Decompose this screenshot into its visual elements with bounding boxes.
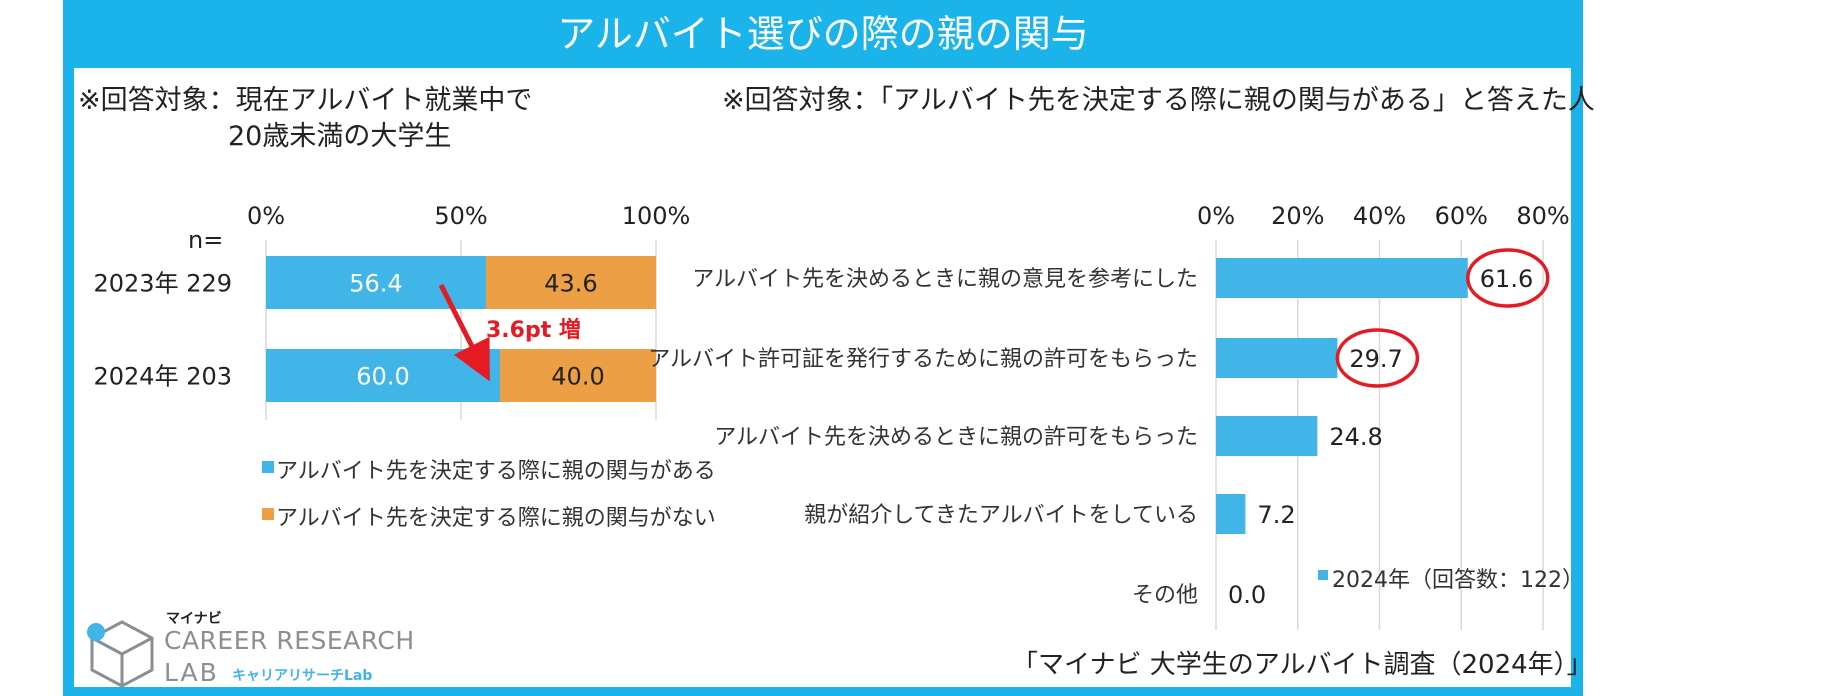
data-label: 24.8 xyxy=(1329,423,1382,451)
right-tick-label: 20% xyxy=(1271,202,1324,230)
legend-swatch-not-involved xyxy=(262,508,274,520)
bar-2024 xyxy=(1216,338,1338,378)
right-category-label: その他 xyxy=(1132,583,1198,608)
data-label: 60.0 xyxy=(356,363,409,391)
left-note-line1: ※回答対象：現在アルバイト就業中で xyxy=(78,85,533,116)
logo: マイナビ CAREER RESEARCH LAB キャリアリサーチLab xyxy=(82,608,415,688)
data-label: 61.6 xyxy=(1480,265,1533,293)
legend-swatch-involved xyxy=(262,461,274,473)
right-category-label: 親が紹介してきたアルバイトをしている xyxy=(804,503,1198,528)
increase-arrow xyxy=(438,283,490,382)
cube-icon xyxy=(87,620,154,688)
data-label: 56.4 xyxy=(349,270,402,298)
logo-line2: LAB xyxy=(164,658,219,687)
data-label: 0.0 xyxy=(1228,581,1266,609)
bar-not-involved xyxy=(500,349,656,402)
page-title: アルバイト選びの際の親の関与 xyxy=(557,12,1089,56)
left-tick-label: 0% xyxy=(247,202,285,230)
bar-2024 xyxy=(1216,258,1468,298)
left-category-label: 2023年 229 xyxy=(93,270,232,298)
logo-sub: キャリアリサーチLab xyxy=(232,668,373,684)
legend-label-2024: 2024年（回答数：122） xyxy=(1332,568,1584,593)
data-label: 29.7 xyxy=(1349,345,1402,373)
n-label: n= xyxy=(188,226,224,254)
right-category-label: アルバイト先を決めるときに親の許可をもらった xyxy=(714,425,1198,450)
right-category-label: アルバイト先を決めるときに親の意見を参考にした xyxy=(692,267,1198,292)
legend-label-not-involved: アルバイト先を決定する際に親の関与がない xyxy=(276,506,716,531)
legend-label-involved: アルバイト先を決定する際に親の関与がある xyxy=(276,459,716,484)
logo-line1: CAREER RESEARCH xyxy=(164,626,415,655)
highlight-circle xyxy=(1466,248,1550,308)
bar-2024 xyxy=(1216,494,1246,534)
right-tick-label: 40% xyxy=(1353,202,1406,230)
right-tick-label: 80% xyxy=(1516,202,1569,230)
left-note-line2: 20歳未満の大学生 xyxy=(228,121,452,152)
left-category-label: 2024年 203 xyxy=(93,363,232,391)
bar-not-involved xyxy=(485,256,656,309)
logo-brand: マイナビ xyxy=(166,611,222,627)
bar-2024 xyxy=(1216,416,1318,456)
right-note: ※回答対象：「アルバイト先を決定する際に親の関与がある」と答えた人 xyxy=(722,85,1595,116)
right-category-label: アルバイト許可証を発行するために親の許可をもらった xyxy=(648,347,1198,372)
data-label: 43.6 xyxy=(544,270,597,298)
left-tick-label: 100% xyxy=(622,202,691,230)
right-tick-label: 0% xyxy=(1197,202,1235,230)
source-citation: 「マイナビ 大学生のアルバイト調査（2024年）」 xyxy=(1012,650,1593,680)
highlight-circle xyxy=(1335,328,1420,388)
left-tick-label: 50% xyxy=(434,202,487,230)
right-tick-label: 60% xyxy=(1435,202,1488,230)
increase-annotation: 3.6pt 増 xyxy=(486,317,581,343)
legend-swatch-2024 xyxy=(1318,570,1328,580)
data-label: 7.2 xyxy=(1257,501,1295,529)
data-label: 40.0 xyxy=(551,363,604,391)
